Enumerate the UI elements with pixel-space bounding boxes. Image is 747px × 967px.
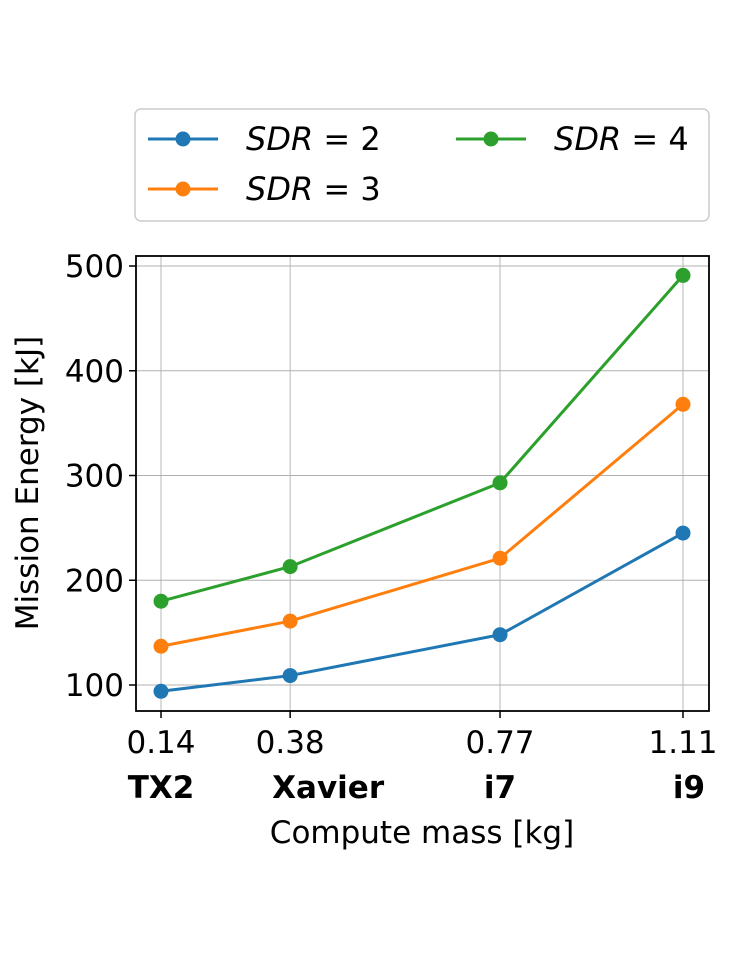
x-category-label: TX2 xyxy=(128,770,195,806)
y-tick-label: 400 xyxy=(65,354,124,390)
data-point xyxy=(282,668,298,684)
x-tick-label: 0.38 xyxy=(256,725,325,761)
legend-label: SDR = 3 xyxy=(246,170,381,208)
x-axis: 0.14 TX2 0.38 Xavier 0.77 i7 1.11 i9 xyxy=(126,711,718,806)
data-point xyxy=(492,475,508,491)
legend-box xyxy=(134,108,710,222)
x-tick-label: 0.77 xyxy=(466,725,535,761)
data-point xyxy=(675,396,691,412)
data-point xyxy=(675,267,691,283)
legend: SDR = 2 SDR = 3 SDR = 4 xyxy=(134,108,710,222)
legend-marker xyxy=(175,181,191,197)
x-axis-label: Compute mass [kg] xyxy=(270,815,574,851)
x-category-label: i7 xyxy=(484,770,516,806)
y-axis-label: Mission Energy [kJ] xyxy=(10,336,46,630)
legend-marker xyxy=(175,131,191,147)
series-line xyxy=(160,403,684,648)
series-line xyxy=(160,531,684,693)
data-point xyxy=(492,627,508,643)
legend-label: SDR = 4 xyxy=(554,120,689,158)
data-point xyxy=(153,638,169,654)
y-tick-label: 300 xyxy=(65,459,124,495)
grid xyxy=(136,256,709,711)
data-point xyxy=(282,613,298,629)
x-tick-label: 1.11 xyxy=(648,725,717,761)
plot-frame xyxy=(135,255,710,712)
data-point xyxy=(675,525,691,541)
legend-marker xyxy=(483,131,499,147)
x-category-label: i9 xyxy=(673,770,705,806)
data-point xyxy=(282,559,298,575)
data-point xyxy=(153,593,169,609)
series-line xyxy=(160,274,685,603)
y-tick-label: 200 xyxy=(65,563,124,599)
data-point xyxy=(153,683,169,699)
x-category-label: Xavier xyxy=(272,770,385,806)
y-tick-label: 100 xyxy=(65,668,124,704)
x-tick-label: 0.14 xyxy=(126,725,195,761)
data-point xyxy=(492,550,508,566)
legend-label: SDR = 2 xyxy=(246,120,381,158)
y-tick-label: 500 xyxy=(65,249,124,285)
y-axis: 100 200 300 400 500 xyxy=(65,249,136,704)
series-group xyxy=(153,267,691,699)
